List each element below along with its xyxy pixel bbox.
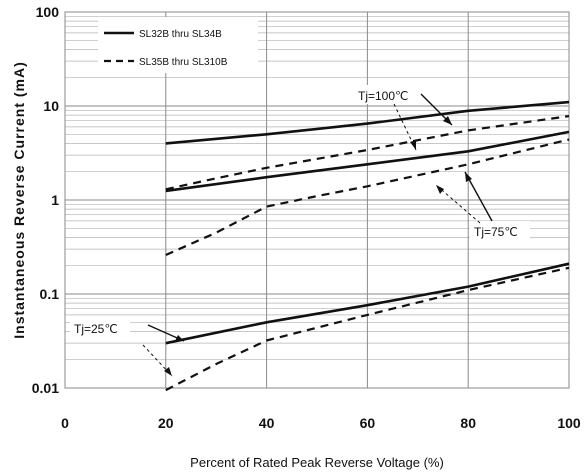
x-tick-label: 100	[557, 415, 581, 431]
grid	[64, 11, 570, 389]
annotations: Tj=100℃ Tj=75℃ Tj=25℃	[70, 85, 530, 377]
y-axis-label: Instantaneous Reverse Current (mA)	[11, 61, 27, 339]
x-axis-label: Percent of Rated Peak Reverse Voltage (%…	[190, 455, 444, 470]
legend-box	[98, 17, 258, 73]
series-line-75-solid	[165, 130, 570, 193]
anno-25-arrowhead-dashed	[164, 367, 172, 376]
y-tick-label: 100	[36, 4, 60, 20]
annotation-tj-25: Tj=25℃	[74, 322, 118, 336]
anno-25-bg	[70, 318, 130, 337]
x-tick-label: 80	[460, 415, 476, 431]
tick-labels: 0 20 40 60 80 100 100 10 1 0.1 0.01	[32, 4, 581, 431]
anno-75-arrow-dashed	[435, 184, 481, 224]
y-tick-label: 0.1	[40, 286, 60, 302]
anno-100-bg	[354, 85, 418, 104]
anno-75-arrowhead-solid	[465, 172, 472, 182]
y-tick-label: 1	[51, 192, 59, 208]
series-line-25-solid	[165, 262, 570, 345]
x-tick-label: 0	[61, 415, 69, 431]
x-tick-label: 40	[259, 415, 275, 431]
anno-25-arrowhead-solid	[175, 335, 184, 341]
series-line-100-solid	[165, 100, 570, 145]
anno-100-arrowhead-dashed	[410, 140, 416, 150]
anno-100-arrowhead-solid	[443, 116, 452, 125]
series-line-100-dashed	[165, 115, 570, 191]
curves	[165, 100, 570, 392]
anno-75-bg	[470, 221, 530, 240]
annotation-tj-100: Tj=100℃	[358, 89, 409, 103]
legend-label-dashed: SL35B thru SL310B	[139, 57, 228, 68]
x-tick-label: 20	[158, 415, 174, 431]
x-tick-label: 60	[360, 415, 376, 431]
legend-label-solid: SL32B thru SL34B	[139, 29, 222, 40]
series-line-25-dashed	[165, 266, 570, 392]
anno-25-arrow-dashed	[142, 344, 173, 377]
y-tick-label: 10	[43, 98, 59, 114]
y-tick-label: 0.01	[32, 380, 59, 396]
legend: SL32B thru SL34B SL35B thru SL310B	[98, 17, 258, 73]
anno-75-arrowhead-dashed	[436, 185, 444, 194]
annotation-tj-75: Tj=75℃	[474, 225, 518, 239]
